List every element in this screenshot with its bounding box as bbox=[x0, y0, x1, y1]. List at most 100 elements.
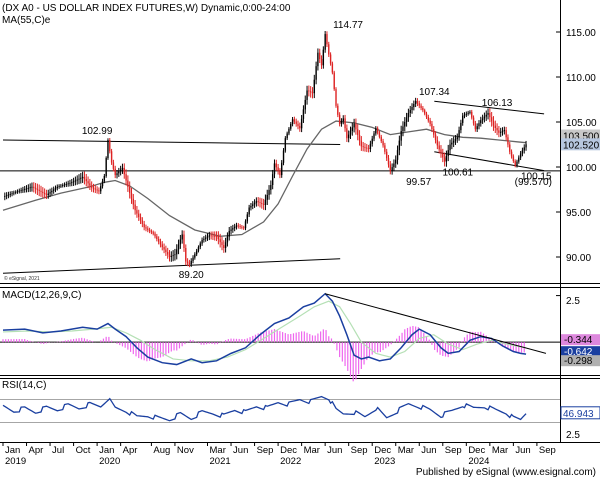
rsi-line bbox=[2, 395, 527, 422]
candle-body bbox=[25, 188, 28, 190]
x-axis-month-label: Dec bbox=[374, 445, 391, 456]
candle-body bbox=[138, 213, 140, 218]
candle-body bbox=[87, 181, 89, 184]
candle-body bbox=[56, 186, 58, 189]
candle-body bbox=[387, 158, 390, 165]
candle-body bbox=[255, 201, 258, 203]
candle-body bbox=[105, 158, 107, 176]
candle-body bbox=[100, 186, 102, 192]
candle-body bbox=[271, 174, 274, 185]
price-badge-label: 103.500 bbox=[563, 132, 600, 143]
candle-body bbox=[512, 156, 515, 161]
candle-body bbox=[293, 119, 296, 122]
candle-body bbox=[179, 239, 182, 245]
candle-body bbox=[168, 254, 171, 257]
candle-body bbox=[434, 134, 437, 140]
candle-body bbox=[404, 122, 406, 127]
candle-body bbox=[402, 126, 404, 131]
x-axis-month-label: Dec bbox=[468, 445, 485, 456]
candle-body bbox=[416, 100, 419, 104]
candle-body bbox=[76, 179, 78, 181]
rsi-tick-label: 2.5 bbox=[566, 430, 580, 441]
price-annotation: 102.99 bbox=[82, 126, 113, 137]
candle-body bbox=[454, 139, 457, 141]
candle-body bbox=[223, 245, 225, 248]
candle-body bbox=[7, 194, 10, 196]
candle-body bbox=[360, 140, 363, 147]
candle-body bbox=[268, 189, 270, 195]
macd-tick-label: 2.5 bbox=[566, 296, 580, 307]
ma-55-line bbox=[2, 120, 527, 237]
x-axis-year-label: 2019 bbox=[5, 456, 26, 467]
trend-line bbox=[2, 139, 341, 145]
candle-body bbox=[288, 128, 290, 134]
candle-body bbox=[369, 143, 372, 149]
candle-body bbox=[518, 157, 520, 162]
x-axis-month-label: Mar bbox=[304, 445, 320, 456]
x-axis-month-label: Jul bbox=[52, 445, 64, 456]
price-axis-label: 90.00 bbox=[566, 253, 591, 264]
candle-body bbox=[494, 125, 496, 128]
candle-body bbox=[326, 34, 328, 45]
price-annotation: 114.77 bbox=[333, 20, 363, 31]
candle-body bbox=[438, 145, 440, 150]
macd-badge-label: -0.642 bbox=[564, 347, 593, 358]
candle-body bbox=[322, 49, 325, 66]
price-annotation: 100.15 bbox=[521, 172, 552, 183]
x-axis-month-label: Jun bbox=[327, 445, 342, 456]
candle-body bbox=[143, 223, 145, 228]
candle-body bbox=[282, 150, 285, 163]
candle-body bbox=[405, 117, 408, 122]
candle-body bbox=[261, 203, 263, 204]
candle-body bbox=[74, 180, 77, 182]
candle-body bbox=[366, 147, 368, 149]
trend-line bbox=[434, 100, 545, 115]
candle-body bbox=[429, 120, 431, 124]
candle-body bbox=[353, 123, 355, 128]
price-badge-bg bbox=[561, 138, 600, 151]
candle-body bbox=[219, 239, 221, 243]
candle-body bbox=[461, 115, 464, 123]
x-axis-month-label: Jun bbox=[233, 445, 248, 456]
candle-body bbox=[221, 242, 223, 246]
candle-body bbox=[16, 191, 19, 193]
candle-body bbox=[127, 180, 129, 187]
candle-body bbox=[505, 130, 507, 138]
candle-body bbox=[355, 123, 357, 130]
candle-body bbox=[317, 52, 319, 67]
candle-body bbox=[125, 174, 127, 181]
candle-body bbox=[463, 114, 466, 116]
candle-body bbox=[139, 217, 142, 221]
candle-body bbox=[445, 155, 448, 162]
candle-body bbox=[483, 116, 486, 119]
candle-body bbox=[58, 186, 60, 188]
price-annotation: 89.20 bbox=[179, 270, 204, 281]
candle-body bbox=[331, 63, 334, 73]
candle-body bbox=[226, 236, 229, 243]
candle-body bbox=[275, 163, 277, 168]
candle-body bbox=[300, 118, 303, 129]
candle-body bbox=[154, 233, 156, 237]
candle-body bbox=[244, 221, 247, 229]
candle-body bbox=[13, 192, 15, 194]
candle-body bbox=[487, 113, 489, 115]
candle-body bbox=[51, 190, 53, 193]
candle-body bbox=[507, 137, 509, 145]
candle-body bbox=[123, 167, 125, 175]
candle-body bbox=[471, 111, 473, 118]
candle-body bbox=[136, 210, 138, 214]
candle-body bbox=[157, 239, 160, 242]
candle-body bbox=[291, 119, 294, 125]
candle-body bbox=[63, 184, 66, 186]
candle-body bbox=[72, 181, 75, 183]
candle-body bbox=[132, 198, 135, 205]
ma-indicator-label: MA(55,C)e bbox=[2, 15, 51, 26]
candle-body bbox=[279, 171, 281, 176]
candle-body bbox=[165, 249, 167, 253]
candle-body bbox=[230, 229, 232, 231]
candle-body bbox=[29, 187, 31, 189]
candle-body bbox=[9, 194, 11, 195]
candle-body bbox=[183, 234, 185, 248]
candle-body bbox=[382, 141, 384, 146]
